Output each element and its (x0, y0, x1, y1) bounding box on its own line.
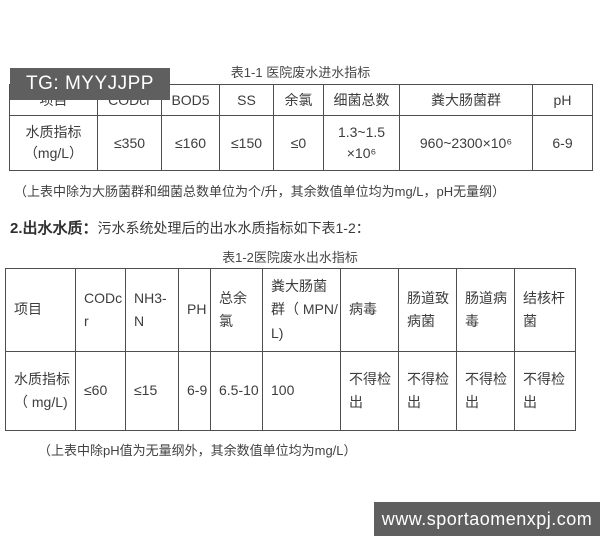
table1-header-total-bacteria: 细菌总数 (323, 84, 400, 116)
table2-value-ph: 6-9 (178, 351, 211, 431)
table2-header-nh3n: NH3-N (125, 268, 179, 352)
table1-value-ph: 6-9 (532, 115, 593, 171)
table2-header-virus: 病毒 (340, 268, 399, 352)
table2-value-fecal-coliform: 100 (262, 351, 341, 431)
table1-value-residual-chlorine: ≤0 (273, 115, 324, 171)
table2-header-codcr: CODcr (75, 268, 126, 352)
table2-header-ph: PH (178, 268, 211, 352)
table2-header-tubercle-bacillus: 结核杆菌 (514, 268, 576, 352)
table2-header-row: 项目 CODcr NH3-N PH 总余氯 粪大肠菌群（ MPN/L) 病毒 肠… (5, 268, 576, 352)
watermark-tag-text: TG: MYYJJPP (26, 73, 154, 94)
section2-text: 污水系统处理后的出水水质指标如下表1-2： (97, 220, 370, 236)
table2-value-total-residual-chlorine: 6.5-10 (210, 351, 263, 431)
section2-heading: 2.出水水质：污水系统处理后的出水水质指标如下表1-2： (10, 217, 600, 238)
table2-footnote: （上表中除pH值为无量纲外，其余数值单位均为mg/L） (38, 443, 357, 458)
table2-value-enteric-virus: 不得检出 (456, 351, 515, 431)
table1-row-label: 水质指标 （mg/L） (9, 115, 98, 171)
table2-header-total-residual-chlorine: 总余氯 (210, 268, 263, 352)
table2-header-item: 项目 (5, 268, 76, 352)
table2-header-enteric-virus: 肠道病毒 (456, 268, 515, 352)
table1-value-row: 水质指标 （mg/L） ≤350 ≤160 ≤150 ≤0 1.3~1.5 ×1… (9, 115, 593, 171)
table1-value-ss: ≤150 (219, 115, 274, 171)
table1-header-residual-chlorine: 余氯 (273, 84, 324, 116)
table1-value-total-bacteria: 1.3~1.5 ×10⁶ (323, 115, 400, 171)
table2-value-virus: 不得检出 (340, 351, 399, 431)
table1-header-ph: pH (532, 84, 593, 116)
table2-row-label: 水质指标 （ mg/L) (5, 351, 76, 431)
table2-value-codcr: ≤60 (75, 351, 126, 431)
table2-value-tubercle-bacillus: 不得检出 (514, 351, 576, 431)
section2-lead: 2.出水水质： (10, 220, 98, 237)
watermark-url-text: www.sportaomenxpj.com (381, 508, 593, 529)
table1-footnote: （上表中除为大肠菌群和细菌总数单位为个/升，其余数值单位均为mg/L，pH无量纲… (14, 184, 506, 199)
table2-value-nh3n: ≤15 (125, 351, 179, 431)
table1-header-ss: SS (219, 84, 274, 116)
table1-header-bod5: BOD5 (161, 84, 220, 116)
table2-title: 表1-2医院废水出水指标 (222, 250, 358, 265)
table1-value-bod5: ≤160 (161, 115, 220, 171)
table1-value-fecal-coliform: 960~2300×10⁶ (399, 115, 533, 171)
table1-header-fecal-coliform: 粪大肠菌群 (399, 84, 533, 116)
table1-title: 表1-1 医院废水进水指标 (230, 65, 371, 80)
watermark-tag-banner: TG: MYYJJPP (10, 68, 170, 100)
table2-header-fecal-coliform: 粪大肠菌群（ MPN/L) (262, 268, 341, 352)
watermark-url-banner: www.sportaomenxpj.com (374, 502, 600, 536)
table2-header-enteric-pathogens: 肠道致病菌 (398, 268, 457, 352)
table2-effluent-indicators: 项目 CODcr NH3-N PH 总余氯 粪大肠菌群（ MPN/L) 病毒 肠… (5, 268, 576, 431)
table1-value-codcr: ≤350 (97, 115, 162, 171)
table2-value-row: 水质指标 （ mg/L) ≤60 ≤15 6-9 6.5-10 100 不得检出… (5, 351, 576, 431)
table2-value-enteric-pathogens: 不得检出 (398, 351, 457, 431)
